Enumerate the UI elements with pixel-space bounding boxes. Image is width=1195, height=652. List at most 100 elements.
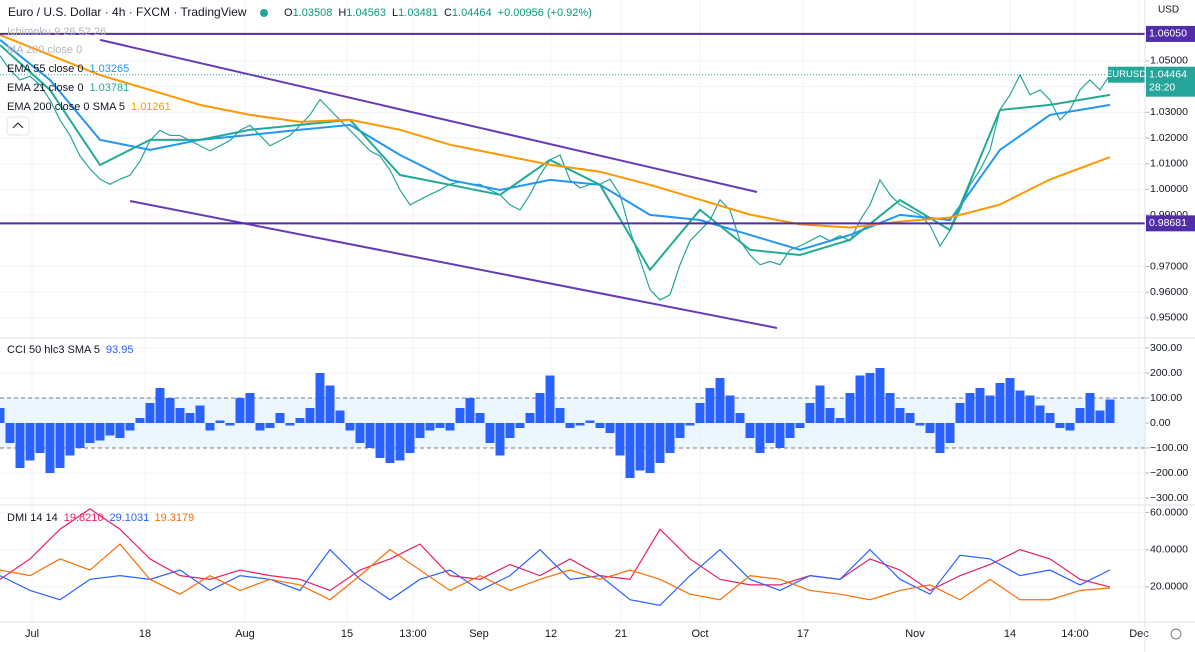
cci-bar <box>135 418 145 423</box>
cci-bar <box>645 423 655 473</box>
settings-icon[interactable] <box>1170 628 1182 640</box>
cci-bar <box>705 388 715 423</box>
y-tick-label: 100.00 <box>1150 392 1182 404</box>
cci-bar <box>915 423 925 426</box>
y-tick-label: 1.03000 <box>1150 106 1188 118</box>
cci-bar <box>895 408 905 423</box>
cci-bar <box>125 423 135 431</box>
cci-bar <box>165 398 175 423</box>
cci-bar <box>945 423 955 443</box>
y-tick-label: −200.00 <box>1150 467 1188 479</box>
x-tick-label: 12 <box>545 628 557 640</box>
cci-bar <box>725 395 735 423</box>
cci-bar <box>745 423 755 438</box>
trend-line <box>129 200 778 329</box>
cci-bar <box>625 423 635 478</box>
collapse-icon <box>12 122 24 129</box>
y-tick-label: 40.0000 <box>1150 543 1188 555</box>
cci-bar <box>375 423 385 458</box>
cci-bar <box>245 393 255 423</box>
cci-bar <box>925 423 935 433</box>
ohlc-value: 1.04563 <box>346 7 386 19</box>
cci-bar <box>795 423 805 428</box>
cci-bar <box>655 423 665 463</box>
cci-bar <box>605 423 615 433</box>
hline-price-label: 1.06050 <box>1149 28 1187 40</box>
cci-bar <box>415 423 425 438</box>
cci-bar <box>95 423 105 441</box>
hidden-indicator-legend: MA 200 close 0 <box>7 44 82 56</box>
cci-bar <box>235 398 245 423</box>
cci-bar <box>1105 399 1115 423</box>
legend-value: 19.8210 <box>64 512 104 524</box>
y-tick-label: 20.0000 <box>1150 581 1188 593</box>
cci-bar <box>45 423 55 473</box>
collapse-button[interactable] <box>6 116 30 136</box>
cci-bar <box>565 423 575 428</box>
cci-bar <box>15 423 25 468</box>
y-tick-label: 0.00 <box>1150 417 1171 429</box>
ohlc-key: L <box>392 7 398 19</box>
cci-bar <box>885 393 895 423</box>
legend-value: 1.03265 <box>89 63 129 75</box>
cci-bar <box>1035 405 1045 423</box>
overlay-layer: O1.03508 H1.04563 L1.03481 C1.04464 +0.00956… <box>0 7 1195 640</box>
cci-bar <box>205 423 215 431</box>
cci-bar <box>665 423 675 453</box>
cci-bar <box>575 423 585 426</box>
cci-bar <box>995 383 1005 423</box>
cci-bar <box>255 423 265 431</box>
cci-bar <box>955 403 965 423</box>
cci-bar <box>765 423 775 443</box>
y-tick-label: −300.00 <box>1150 492 1188 504</box>
cci-bar <box>865 373 875 423</box>
hline-price-label: 0.98681 <box>1149 217 1187 229</box>
market-status-dot <box>260 9 268 17</box>
cci-bar <box>595 423 605 428</box>
ohlc-legend: O1.03508 H1.04563 L1.03481 C1.04464 +0.00956… <box>284 7 592 19</box>
cci-bar <box>425 423 435 431</box>
y-tick-label: 1.05000 <box>1150 55 1188 67</box>
cci-bar <box>1015 390 1025 423</box>
cci-bar <box>1065 423 1075 431</box>
cci-bar <box>685 423 695 426</box>
indicator-line <box>0 44 1111 272</box>
cci-bar <box>1045 413 1055 423</box>
x-tick-label: 15 <box>341 628 353 640</box>
y-tick-label: 1.01000 <box>1150 158 1188 170</box>
cci-bar <box>0 408 5 423</box>
indicator-line <box>0 548 1111 606</box>
ohlc-value: 1.03481 <box>398 7 438 19</box>
cci-bar <box>115 423 125 438</box>
cci-bar <box>545 375 555 423</box>
cci-bar <box>755 423 765 453</box>
cci-bar <box>935 423 945 453</box>
cci-bar <box>845 393 855 423</box>
cci-bar <box>1075 408 1085 423</box>
dmi-legend: DMI 14 14 19.8210 29.1031 19.3179 <box>7 512 194 524</box>
plot-layer <box>0 34 1115 606</box>
cci-bar <box>305 408 315 423</box>
legend-value: 93.95 <box>106 344 134 356</box>
indicator-legend: EMA 200 close 0 SMA 5 1.01261 <box>7 101 171 113</box>
y-tick-label: 0.96000 <box>1150 286 1188 298</box>
cci-bar <box>435 423 445 428</box>
indicator-line <box>0 34 1111 229</box>
ohlc-key: H <box>338 7 346 19</box>
cci-bar <box>355 423 365 443</box>
cci-bar <box>1055 423 1065 428</box>
cci-bar <box>485 423 495 443</box>
cci-bar <box>465 398 475 423</box>
cci-bar <box>295 418 305 423</box>
cci-bar <box>385 423 395 463</box>
cci-bar <box>5 423 15 443</box>
indicator-legend: EMA 21 close 0 1.03781 <box>7 82 129 94</box>
cci-bar <box>25 423 35 461</box>
cci-bar <box>85 423 95 443</box>
y-tick-label: 60.0000 <box>1150 506 1188 518</box>
symbol-title: Euro / U.S. Dollar · 4h · FXCM · Trading… <box>8 5 247 19</box>
currency-label: USD <box>1158 5 1179 16</box>
x-tick-label: Dec <box>1129 628 1149 640</box>
legend-value: 1.03781 <box>89 82 129 94</box>
